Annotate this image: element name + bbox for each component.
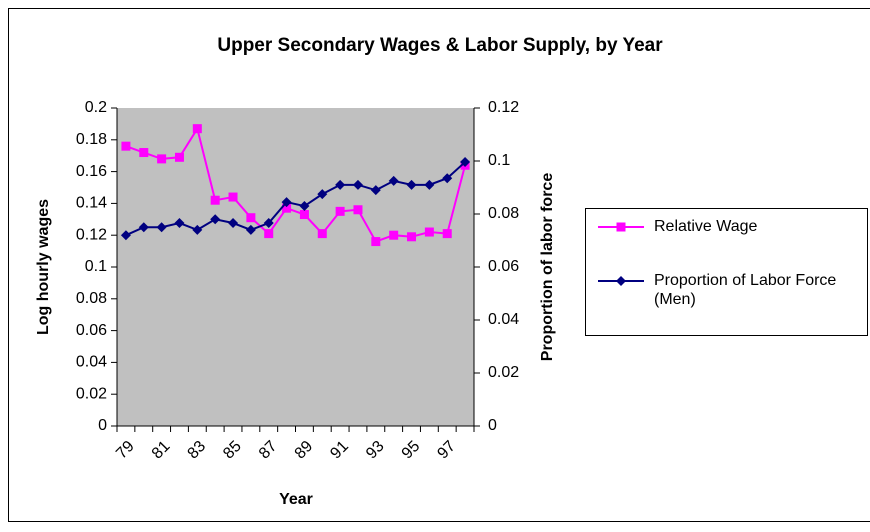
marker	[156, 222, 167, 233]
marker	[335, 179, 346, 190]
chart-title: Upper Secondary Wages & Labor Supply, by…	[217, 35, 663, 56]
y-tick-label: 0.04	[76, 354, 107, 371]
y-tick-label: 0.1	[85, 258, 107, 275]
marker	[317, 189, 328, 200]
y2-tick-label: 0.1	[488, 152, 510, 169]
y-tick-label: 0.16	[76, 163, 107, 180]
marker	[157, 154, 167, 164]
legend-entry: Proportion of Labor Force (Men)	[596, 271, 836, 308]
y2-tick-label: 0.08	[488, 205, 519, 222]
marker	[282, 203, 292, 213]
y2-tick-label: 0.04	[488, 311, 519, 328]
y-tick-label: 0.2	[85, 99, 107, 116]
marker	[353, 205, 363, 215]
y-tick-label: 0	[98, 417, 107, 434]
marker	[192, 224, 203, 235]
marker	[246, 213, 256, 223]
marker	[317, 229, 327, 239]
x-axis-title: Year	[279, 491, 313, 508]
marker	[389, 230, 399, 240]
y2-tick-label: 0.06	[488, 258, 519, 275]
marker	[228, 218, 239, 229]
marker	[442, 229, 452, 239]
marker	[281, 197, 292, 208]
marker	[370, 185, 381, 196]
marker	[264, 229, 274, 239]
marker	[388, 175, 399, 186]
legend-marker	[616, 222, 626, 232]
y-tick-label: 0.06	[76, 322, 107, 339]
marker	[138, 222, 149, 233]
marker	[174, 218, 185, 229]
marker	[424, 179, 435, 190]
marker	[442, 173, 453, 184]
marker	[192, 124, 202, 134]
marker	[139, 148, 149, 158]
marker	[210, 214, 221, 225]
marker	[335, 206, 345, 216]
legend-symbol	[598, 222, 644, 232]
marker	[245, 224, 256, 235]
legend-label: Proportion of Labor Force (Men)	[654, 272, 837, 308]
marker	[263, 218, 274, 229]
marker	[299, 210, 309, 220]
marker	[424, 227, 434, 237]
legend-marker	[616, 276, 626, 286]
y2-axis-title: Proportion of labor force	[539, 173, 556, 362]
marker	[174, 152, 184, 162]
marker	[407, 232, 417, 242]
y-axis-title: Log hourly wages	[35, 199, 52, 335]
y-tick-label: 0.02	[76, 385, 107, 402]
marker	[299, 201, 310, 212]
legend-symbol	[598, 276, 644, 286]
marker	[228, 192, 238, 202]
y-tick-label: 0.12	[76, 226, 107, 243]
y2-tick-label: 0	[488, 417, 497, 434]
plot-area	[117, 108, 474, 426]
y2-tick-label: 0.12	[488, 99, 519, 116]
legend: Relative Wage Proportion of Labor Force (…	[585, 208, 868, 336]
marker	[120, 230, 131, 241]
y2-tick-label: 0.02	[488, 364, 519, 381]
marker	[352, 179, 363, 190]
legend-entry: Relative Wage	[596, 217, 757, 241]
marker	[406, 179, 417, 190]
legend-label: Relative Wage	[654, 218, 758, 235]
y-tick-label: 0.08	[76, 290, 107, 307]
y-tick-label: 0.14	[76, 195, 107, 212]
y-tick-label: 0.18	[76, 131, 107, 148]
marker	[460, 157, 471, 168]
marker	[371, 237, 381, 247]
marker	[121, 141, 131, 151]
marker	[210, 195, 220, 205]
